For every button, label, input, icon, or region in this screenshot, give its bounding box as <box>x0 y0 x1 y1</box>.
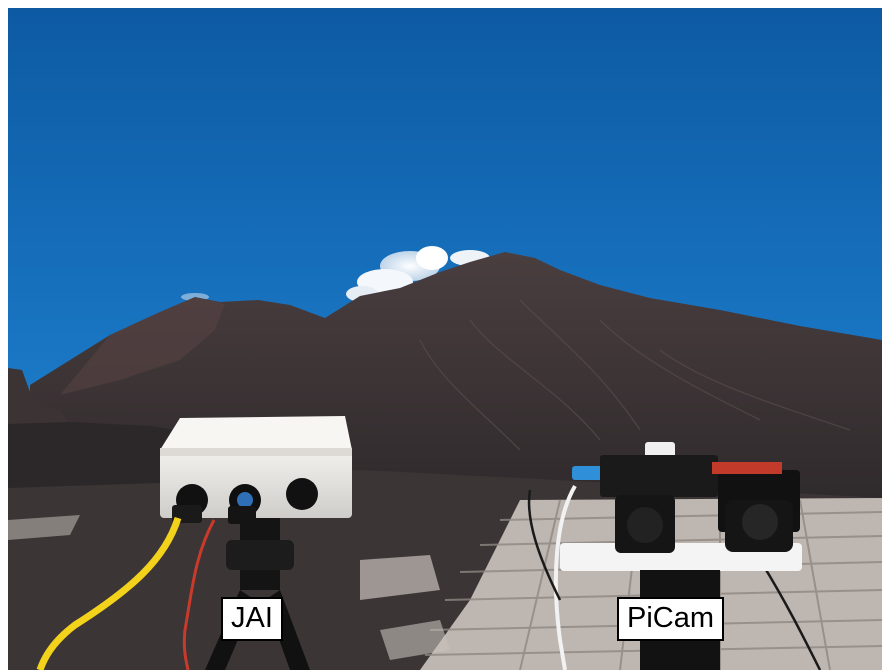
rock-outcrop <box>8 368 70 428</box>
yellow-cable <box>36 516 182 670</box>
red-cable <box>182 519 216 670</box>
stone-wall <box>8 422 190 490</box>
camera-enclosure-icon <box>160 416 352 524</box>
raspberry-pi-camera-icon <box>560 442 802 670</box>
picam-label: PiCam <box>617 597 725 641</box>
jai-label: JAI <box>221 597 283 641</box>
